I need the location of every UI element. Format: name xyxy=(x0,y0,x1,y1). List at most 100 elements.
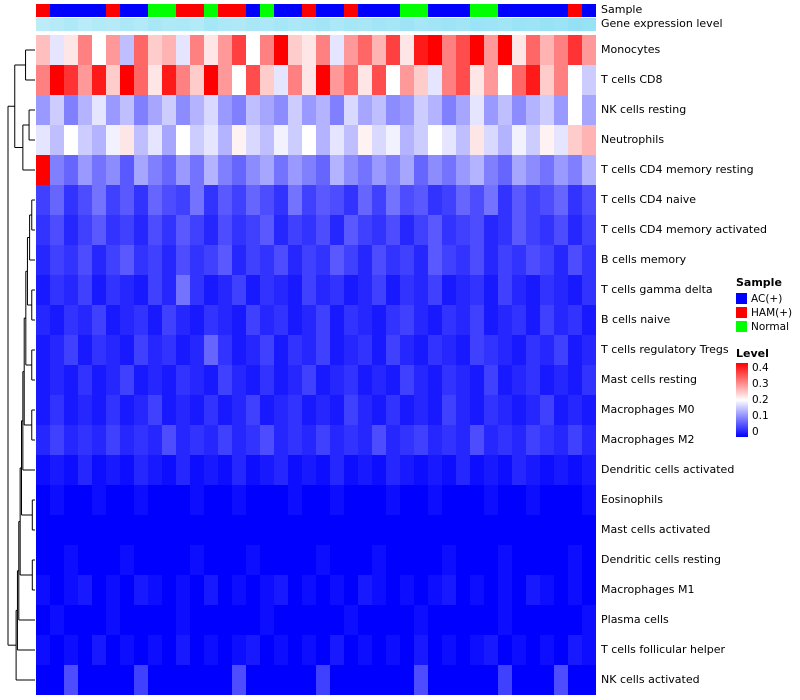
sample-annotation-cell xyxy=(64,4,78,17)
heatmap-cell xyxy=(400,125,414,155)
heatmap-cell xyxy=(64,425,78,455)
heatmap-cell xyxy=(428,305,442,335)
heatmap-cell xyxy=(148,125,162,155)
heatmap-cell xyxy=(274,125,288,155)
heatmap-cell xyxy=(260,425,274,455)
heatmap-cell xyxy=(260,635,274,665)
heatmap-cell xyxy=(120,245,134,275)
heatmap-cell xyxy=(92,95,106,125)
heatmap-cell xyxy=(526,605,540,635)
heatmap-cell xyxy=(526,545,540,575)
heatmap-cell xyxy=(120,575,134,605)
gene-expression-cell xyxy=(176,18,190,31)
heatmap-cell xyxy=(316,185,330,215)
heatmap-cell xyxy=(260,665,274,695)
heatmap-cell xyxy=(582,65,596,95)
heatmap-cell xyxy=(344,575,358,605)
heatmap-cell xyxy=(330,65,344,95)
heatmap-cell xyxy=(260,575,274,605)
heatmap-cell xyxy=(442,365,456,395)
heatmap-cell xyxy=(456,545,470,575)
heatmap-cell xyxy=(386,125,400,155)
heatmap-cell xyxy=(316,425,330,455)
heatmap-cell xyxy=(386,215,400,245)
heatmap-cell xyxy=(554,635,568,665)
heatmap-cell xyxy=(316,35,330,65)
heatmap-cell xyxy=(428,455,442,485)
heatmap-cell xyxy=(92,155,106,185)
legend-sample-title: Sample xyxy=(736,276,782,289)
sample-annotation-cell xyxy=(442,4,456,17)
gene-expression-cell xyxy=(162,18,176,31)
heatmap-cell xyxy=(372,395,386,425)
heatmap-cell xyxy=(428,35,442,65)
heatmap-cell xyxy=(274,245,288,275)
heatmap-cell xyxy=(204,65,218,95)
heatmap-cell xyxy=(400,485,414,515)
heatmap-cell xyxy=(162,215,176,245)
heatmap-cell xyxy=(288,335,302,365)
heatmap-cell xyxy=(414,35,428,65)
heatmap-cell xyxy=(232,35,246,65)
heatmap-cell xyxy=(414,425,428,455)
heatmap-cell xyxy=(316,125,330,155)
heatmap-cell xyxy=(246,335,260,365)
heatmap-cell xyxy=(204,635,218,665)
heatmap-cell xyxy=(162,245,176,275)
heatmap-cell xyxy=(414,95,428,125)
heatmap-cell xyxy=(148,215,162,245)
heatmap-cell xyxy=(456,605,470,635)
heatmap-cell xyxy=(120,605,134,635)
heatmap-cell xyxy=(190,455,204,485)
heatmap-cell xyxy=(358,605,372,635)
heatmap-cell xyxy=(120,365,134,395)
gene-expression-cell xyxy=(470,18,484,31)
heatmap-row-label: Macrophages M2 xyxy=(601,433,695,446)
heatmap-cell xyxy=(316,365,330,395)
heatmap-cell xyxy=(568,35,582,65)
sample-annotation-cell xyxy=(218,4,232,17)
heatmap-cell xyxy=(358,185,372,215)
heatmap-cell xyxy=(484,665,498,695)
heatmap-row-label: NK cells resting xyxy=(601,103,687,116)
heatmap-cell xyxy=(540,155,554,185)
heatmap-cell xyxy=(36,575,50,605)
heatmap-cell xyxy=(64,665,78,695)
heatmap-cell xyxy=(232,485,246,515)
heatmap-cell xyxy=(456,395,470,425)
heatmap-cell xyxy=(554,575,568,605)
heatmap-cell xyxy=(344,275,358,305)
heatmap-cell xyxy=(526,185,540,215)
sample-annotation-cell xyxy=(50,4,64,17)
sample-annotation-cell xyxy=(176,4,190,17)
heatmap-cell xyxy=(568,215,582,245)
heatmap-cell xyxy=(442,155,456,185)
heatmap-cell xyxy=(386,425,400,455)
heatmap-cell xyxy=(260,605,274,635)
heatmap-cell xyxy=(260,275,274,305)
heatmap-cell xyxy=(470,245,484,275)
heatmap-cell xyxy=(316,455,330,485)
heatmap-cell xyxy=(386,395,400,425)
heatmap-cell xyxy=(582,605,596,635)
heatmap-cell xyxy=(176,245,190,275)
heatmap-cell xyxy=(78,125,92,155)
heatmap-cell xyxy=(428,365,442,395)
heatmap-cell xyxy=(106,335,120,365)
heatmap-cell xyxy=(218,65,232,95)
heatmap-cell xyxy=(526,455,540,485)
heatmap-cell xyxy=(204,425,218,455)
gene-expression-cell xyxy=(50,18,64,31)
heatmap-cell xyxy=(148,545,162,575)
sample-annotation-cell xyxy=(204,4,218,17)
heatmap-cell xyxy=(232,155,246,185)
heatmap-cell xyxy=(204,545,218,575)
heatmap-row-label: Eosinophils xyxy=(601,493,663,506)
heatmap-cell xyxy=(106,395,120,425)
heatmap-cell xyxy=(582,635,596,665)
heatmap-cell xyxy=(540,245,554,275)
heatmap-cell xyxy=(386,275,400,305)
heatmap-cell xyxy=(134,185,148,215)
heatmap-cell xyxy=(134,155,148,185)
heatmap-cell xyxy=(386,155,400,185)
